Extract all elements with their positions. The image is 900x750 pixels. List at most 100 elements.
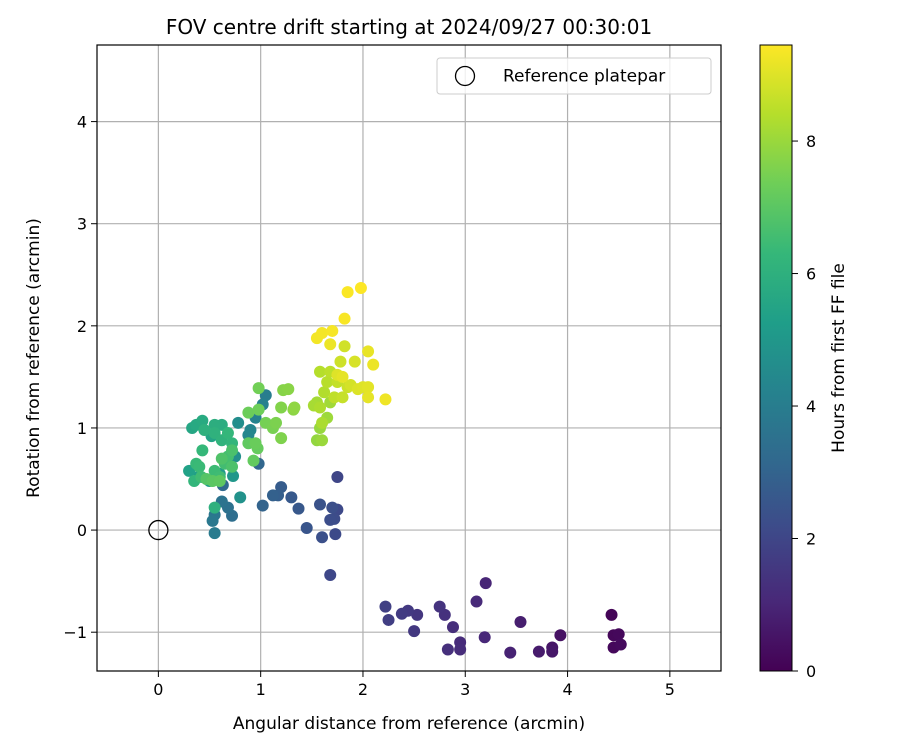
data-point	[329, 528, 342, 541]
grid-lines	[97, 45, 721, 671]
data-point	[275, 401, 288, 414]
reference-marker-layer	[148, 519, 169, 541]
data-point	[367, 358, 380, 371]
data-point	[300, 522, 313, 535]
x-tick-label: 3	[460, 680, 470, 699]
data-point	[408, 625, 421, 638]
data-point	[338, 312, 351, 325]
legend-label: Reference platepar	[503, 67, 665, 87]
colorbar-tick-label: 8	[806, 132, 816, 151]
data-point	[270, 416, 283, 429]
data-point	[256, 499, 269, 512]
x-tick-label: 0	[153, 680, 163, 699]
data-point	[479, 577, 492, 590]
legend-open-circle-icon	[454, 65, 476, 87]
data-point	[362, 381, 375, 394]
colorbar-label: Hours from first FF file	[829, 263, 849, 453]
data-point	[532, 645, 545, 658]
data-point	[324, 513, 337, 526]
y-tick-label: 4	[77, 113, 87, 132]
data-point	[454, 643, 467, 656]
data-point	[213, 475, 226, 488]
x-axis-ticks: 0 1 2 3 4 5	[153, 671, 675, 699]
plot-area-frame	[96, 44, 722, 672]
colorbar	[759, 44, 793, 672]
data-point	[318, 386, 331, 399]
data-point	[252, 382, 265, 395]
data-point	[282, 383, 295, 396]
data-points	[183, 282, 627, 659]
data-point	[215, 452, 228, 465]
data-point	[478, 631, 491, 644]
data-point	[226, 460, 239, 473]
data-point	[354, 282, 367, 295]
data-point	[314, 498, 327, 511]
data-point	[288, 401, 301, 414]
data-point	[336, 391, 349, 404]
data-point	[252, 403, 265, 416]
data-point	[348, 355, 361, 368]
data-point	[316, 326, 329, 339]
data-point	[441, 643, 454, 656]
data-point	[316, 416, 329, 429]
data-point	[196, 414, 209, 427]
data-point	[232, 416, 245, 429]
data-point	[336, 370, 349, 383]
colorbar-tick-label: 4	[806, 397, 816, 416]
data-point	[292, 502, 305, 515]
legend-box	[436, 57, 712, 95]
data-point	[227, 469, 240, 482]
reference-marker	[148, 519, 169, 541]
data-point	[341, 286, 354, 299]
data-point	[612, 628, 625, 641]
data-point	[326, 324, 339, 337]
data-point	[208, 501, 221, 514]
data-point	[362, 391, 375, 404]
data-point	[324, 569, 337, 582]
data-point	[208, 527, 221, 540]
data-point	[395, 607, 408, 620]
y-tick-label: −1	[63, 623, 87, 642]
colorbar-tick-label: 0	[806, 662, 816, 681]
y-axis-label: Rotation from reference (arcmin)	[24, 218, 44, 498]
x-axis-label: Angular distance from reference (arcmin)	[233, 714, 585, 734]
x-tick-label: 1	[256, 680, 266, 699]
data-point	[326, 501, 339, 514]
data-point	[514, 615, 527, 628]
data-point	[546, 645, 559, 658]
data-point	[247, 454, 260, 467]
colorbar-tick-label: 6	[806, 265, 816, 284]
data-point	[334, 355, 347, 368]
y-axis-ticks: −1 0 1 2 3 4	[63, 113, 97, 642]
y-tick-label: 2	[77, 317, 87, 336]
x-tick-label: 4	[562, 680, 572, 699]
data-point	[196, 444, 209, 457]
data-point	[382, 613, 395, 626]
data-point	[554, 629, 567, 642]
data-point	[362, 345, 375, 358]
data-point	[324, 338, 337, 351]
data-point	[379, 600, 392, 613]
data-point	[266, 489, 279, 502]
x-tick-label: 5	[665, 680, 675, 699]
data-point	[249, 437, 262, 450]
y-tick-label: 0	[77, 521, 87, 540]
y-tick-label: 1	[77, 419, 87, 438]
data-point	[234, 491, 247, 504]
data-point	[411, 608, 424, 621]
colorbar-ticks: 0 2 4 6 8	[792, 132, 816, 681]
data-point	[614, 638, 627, 651]
data-point	[605, 608, 618, 621]
chart-title: FOV centre drift starting at 2024/09/27 …	[166, 15, 652, 39]
legend: Reference platepar	[436, 57, 712, 95]
colorbar-tick-label: 2	[806, 530, 816, 549]
data-point	[470, 595, 483, 608]
y-tick-label: 3	[77, 215, 87, 234]
data-point	[242, 406, 255, 419]
data-point	[433, 600, 446, 613]
data-point	[226, 444, 239, 457]
data-point	[504, 646, 517, 659]
data-point	[221, 427, 234, 440]
data-point	[316, 531, 329, 544]
